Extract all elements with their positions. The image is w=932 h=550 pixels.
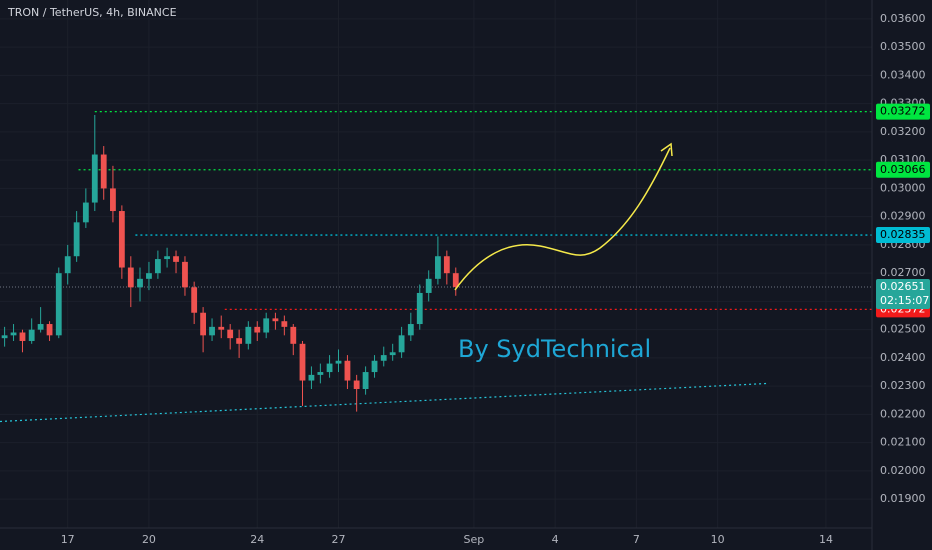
level-label: 0.02835 bbox=[880, 228, 926, 241]
annotation: By SydTechnical bbox=[458, 335, 651, 363]
candle-body bbox=[91, 154, 98, 203]
candle-body bbox=[236, 338, 243, 344]
x-tick-label: 17 bbox=[61, 533, 75, 546]
y-tick-label: 0.03200 bbox=[880, 125, 926, 138]
candle-body bbox=[64, 256, 71, 274]
candle-body bbox=[127, 267, 134, 288]
candle-body bbox=[443, 256, 450, 274]
y-tick-label: 0.03000 bbox=[880, 181, 926, 194]
y-tick-label: 0.02400 bbox=[880, 351, 926, 364]
trendline bbox=[0, 382, 770, 423]
level-label-box bbox=[876, 161, 930, 178]
x-tick-label: 20 bbox=[142, 533, 156, 546]
candle-body bbox=[317, 372, 324, 375]
y-tick-label: 0.03600 bbox=[880, 12, 926, 25]
candle-body bbox=[46, 324, 53, 336]
last-price-label: 0.02651 bbox=[880, 280, 926, 293]
candle-body bbox=[371, 360, 378, 373]
candle-body bbox=[434, 256, 441, 279]
x-tick-label: 24 bbox=[250, 533, 264, 546]
candle-body bbox=[326, 363, 333, 373]
candle-body bbox=[182, 261, 188, 288]
candle-body bbox=[28, 329, 35, 341]
candle-body bbox=[362, 372, 369, 390]
candle-body bbox=[335, 360, 342, 364]
candle-body bbox=[73, 222, 80, 257]
x-tick-label: 14 bbox=[819, 533, 833, 546]
x-tick-label: 4 bbox=[552, 533, 559, 546]
candle-body bbox=[272, 318, 279, 322]
candle-body bbox=[209, 326, 215, 336]
chart-title: TRON / TetherUS, 4h, BINANCE bbox=[7, 6, 177, 19]
y-tick-label: 0.02900 bbox=[880, 210, 926, 223]
candle-body bbox=[227, 329, 234, 339]
candle-body bbox=[416, 292, 423, 325]
level-label: 0.03272 bbox=[880, 105, 926, 118]
level-label-box bbox=[876, 227, 930, 244]
level-label-box bbox=[876, 103, 930, 120]
candle-body bbox=[452, 273, 459, 288]
candle-body bbox=[380, 355, 387, 361]
y-tick-label: 0.02300 bbox=[880, 379, 926, 392]
y-tick-label: 0.02200 bbox=[880, 407, 926, 420]
y-tick-label: 0.03400 bbox=[880, 68, 926, 81]
candle-body bbox=[290, 326, 297, 344]
y-tick-label: 0.02000 bbox=[880, 464, 926, 477]
level-label: 0.03066 bbox=[880, 163, 926, 176]
candle-body bbox=[146, 273, 152, 279]
candle-body bbox=[299, 343, 306, 381]
candle-body bbox=[344, 360, 351, 381]
y-tick-label: 0.02700 bbox=[880, 266, 926, 279]
candle-body bbox=[55, 273, 62, 336]
countdown: 02:15:07 bbox=[880, 294, 929, 307]
last-price-box bbox=[876, 279, 930, 310]
candle-body bbox=[137, 278, 143, 288]
y-tick-label: 0.02100 bbox=[880, 436, 926, 449]
candle-body bbox=[154, 259, 161, 274]
candle-body bbox=[281, 321, 288, 327]
candle-body bbox=[37, 324, 44, 330]
candle-body bbox=[118, 211, 125, 268]
x-tick-label: 27 bbox=[332, 533, 346, 546]
forecast-curve bbox=[454, 147, 671, 291]
candle-body bbox=[110, 188, 116, 212]
candle-body bbox=[100, 154, 107, 189]
candle-body bbox=[398, 335, 405, 353]
candle-body bbox=[254, 326, 261, 333]
candle-body bbox=[191, 287, 198, 313]
candle-body bbox=[19, 332, 26, 341]
candle-body bbox=[164, 256, 170, 260]
x-tick-label: Sep bbox=[464, 533, 485, 546]
y-tick-label: 0.02500 bbox=[880, 323, 926, 336]
candle-body bbox=[308, 374, 315, 381]
candle-body bbox=[263, 318, 270, 333]
candle-body bbox=[425, 278, 432, 293]
candle-body bbox=[173, 256, 179, 262]
y-tick-label: 0.01900 bbox=[880, 492, 926, 505]
candle-body bbox=[82, 202, 89, 223]
y-tick-label: 0.03500 bbox=[880, 40, 926, 53]
candle-body bbox=[245, 326, 252, 344]
candle-body bbox=[407, 324, 414, 336]
candle-body bbox=[389, 352, 396, 356]
candle-body bbox=[1, 335, 8, 339]
candle-body bbox=[10, 332, 17, 336]
x-tick-label: 10 bbox=[711, 533, 725, 546]
candle-body bbox=[218, 326, 225, 330]
candle-body bbox=[200, 312, 207, 336]
candle-body bbox=[353, 380, 360, 390]
x-tick-label: 7 bbox=[633, 533, 640, 546]
forecast-arrowhead bbox=[660, 142, 673, 157]
